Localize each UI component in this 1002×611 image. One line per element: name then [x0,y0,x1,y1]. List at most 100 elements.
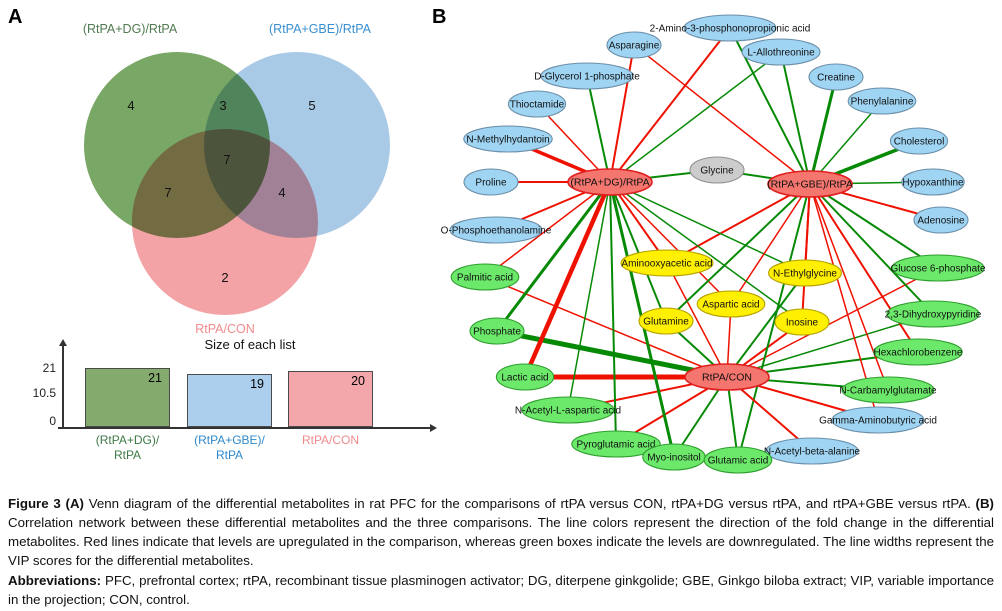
network-edge-aminooxy-con [666,262,728,378]
venn-count-gbe-only: 5 [308,98,316,113]
bar-value-0: 21 [148,371,162,385]
venn-count-dg-gbe: 3 [219,98,227,113]
network-edge-nacetylaspartic-dg [567,181,611,411]
svg-text:Adenosine: Adenosine [917,216,965,227]
svg-text:Phosphate: Phosphate [473,327,521,338]
bar-chart-plot-area: 21 (RtPA+DG)/ RtPA 19 (RtPA+GBE)/ RtPA 20 RtP… [62,348,432,462]
network-edge-lactic-dg [522,181,613,378]
bar-chart-y-axis [62,346,64,428]
network-edge-nethylglycine-con [726,272,806,378]
svg-text:Hypoxanthine: Hypoxanthine [902,178,964,189]
venn-count-gbe-con: 4 [278,185,286,200]
network-node-pyroglutamic: Pyroglutamic acid [571,430,661,458]
network-edge-glucose6p-con [726,267,939,378]
network-node-glutamicacid: Glutamic acid [703,446,773,474]
network-node-dglycerol: D-Glycerol 1-phosphate [534,62,640,90]
svg-text:Palmitic acid: Palmitic acid [457,273,513,284]
svg-text:N-Methylhydantoin: N-Methylhydantoin [466,135,549,146]
network-node-nmethylhydantoin: N-Methylhydantoin [463,125,553,153]
network-edge-glucose6p-gbe [809,183,939,269]
svg-text:Lactic acid: Lactic acid [501,373,548,384]
correlation-network: (RtPA+DG)/RtPA (RtPA+GBE)/RtPA RtPA/CON Gly… [441,14,986,474]
network-edge-asparagine-gbe [633,44,811,185]
venn-title-gbe-text: (RtPA+GBE)/RtPA [269,22,371,36]
bar-xlabel-2: RtPA/CON [301,433,360,447]
network-node-inosine: Inosine [774,308,830,336]
caption-b-label: (B) [975,496,994,511]
svg-text:Pyroglutamic acid: Pyroglutamic acid [577,440,656,451]
venn-circle-con [132,129,318,315]
svg-text:Hexachlorobenzene: Hexachlorobenzene [874,348,963,359]
venn-count-center: 7 [223,152,231,167]
network-edge-dglycerol-dg [586,75,611,183]
bar-xlabel-0: (RtPA+DG)/ RtPA [95,433,160,462]
caption-main: Figure 3 (A) Venn diagram of the differe… [8,494,994,571]
network-edge-asparticacid-dg [609,181,732,305]
venn-count-con-only: 2 [221,270,229,285]
svg-text:Gamma-Aminobutyric acid: Gamma-Aminobutyric acid [819,416,937,427]
svg-text:(RtPA+GBE)/RtPA: (RtPA+GBE)/RtPA [767,179,853,191]
bar-value-2: 20 [351,374,365,388]
network-edge-palmitic-dg [484,181,611,278]
y-tick-21: 21 [42,361,56,375]
svg-text:Cholesterol: Cholesterol [894,137,945,148]
network-node-aminooxy: Aminooxyacetic acid [620,249,714,277]
network-edge-dihydroxypyridine-gbe [809,183,934,315]
svg-text:D-Glycerol 1-phosphate: D-Glycerol 1-phosphate [534,72,640,83]
svg-text:N-Acetyl-L-aspartic acid: N-Acetyl-L-aspartic acid [515,406,621,417]
network-edge-glutamine-gbe [665,183,811,322]
caption-abbrev-label: Abbreviations: [8,572,105,588]
network-edge-amino3-dg [609,27,731,183]
network-node-palmitic: Palmitic acid [450,263,520,291]
network-node-lallothreonine: L-Allothreonine [741,38,821,66]
caption-figure-label: Figure 3 [8,496,66,511]
network-edge-lallothreonine-dg [609,51,782,183]
network-node-asparticacid: Aspartic acid [696,290,766,318]
bar-chart-title: Size of each list [204,337,296,352]
bar-1 [187,374,272,427]
network-node-hypoxanthine: Hypoxanthine [901,168,965,196]
svg-text:N-Carbamylglutamate: N-Carbamylglutamate [839,386,937,397]
x-axis-arrow-icon [430,424,437,432]
panel-a-label: A [8,6,23,28]
network-node-proline: Proline [463,168,519,196]
network-edge-lallothreonine-gbe [780,51,811,185]
network-edge-glutamicacid-con [726,376,739,461]
network-node-cholesterol: Cholesterol [889,127,949,155]
svg-text:Phenylalanine: Phenylalanine [851,97,914,108]
network-node-nacetylaspartic: N-Acetyl-L-aspartic acid [515,396,621,424]
network-edge-nethylglycine-dg [609,181,806,274]
network-node-dg: (RtPA+DG)/RtPA [567,168,653,196]
network-node-ophospho: O-Phosphoethanolamine [441,216,552,244]
venn-title-con-text: RtPA/CON [195,322,255,336]
caption-b-text: Correlation network between these differ… [8,515,994,569]
network-node-amino3: 2-Amino-3-phosphonopropionic acid [650,14,810,42]
network-node-creatine: Creatine [808,63,864,91]
network-edge-glutamicacid-gbe [737,183,811,461]
svg-text:RtPA/CON: RtPA/CON [702,372,752,384]
svg-text:Glutamic acid: Glutamic acid [708,456,769,467]
network-node-ncarbamyl: N-Carbamylglutamate [839,376,937,404]
bar-value-1: 19 [250,377,264,391]
venn-title-gbe: (RtPA+GBE)/RtPA [235,22,405,36]
network-edge-creatine-gbe [808,76,838,185]
figure-caption: Figure 3 (A) Venn diagram of the differe… [8,494,994,609]
svg-text:Asparagine: Asparagine [609,41,660,52]
svg-text:Myo-inositol: Myo-inositol [647,453,700,464]
network-node-dihydroxypyridine: 2,3-Dihydroxypyridine [885,300,982,328]
svg-text:N-Acetyl-beta-alanine: N-Acetyl-beta-alanine [764,447,861,458]
network-node-myoinositol: Myo-inositol [642,443,706,471]
network-edge-pyroglutamic-dg [609,181,617,445]
network-edge-asparticacid-gbe [730,183,811,305]
network-edge-inosine-dg [609,181,803,323]
network-node-thioctamide: Thioctamide [507,90,567,118]
network-edge-aminooxy-dg [609,181,668,264]
network-edge-aminooxy-gbe [666,183,811,264]
network-node-nacetylbeta: N-Acetyl-beta-alanine [764,437,861,465]
svg-text:Inosine: Inosine [786,318,819,329]
network-node-glutamine: Glutamine [638,307,694,335]
svg-text:Thioctamide: Thioctamide [510,100,565,111]
network-node-glucose6p: Glucose 6-phosphate [890,254,986,282]
svg-text:2,3-Dihydroxypyridine: 2,3-Dihydroxypyridine [885,310,982,321]
venn-title-dg-text: (RtPA+DG)/RtPA [82,22,178,36]
